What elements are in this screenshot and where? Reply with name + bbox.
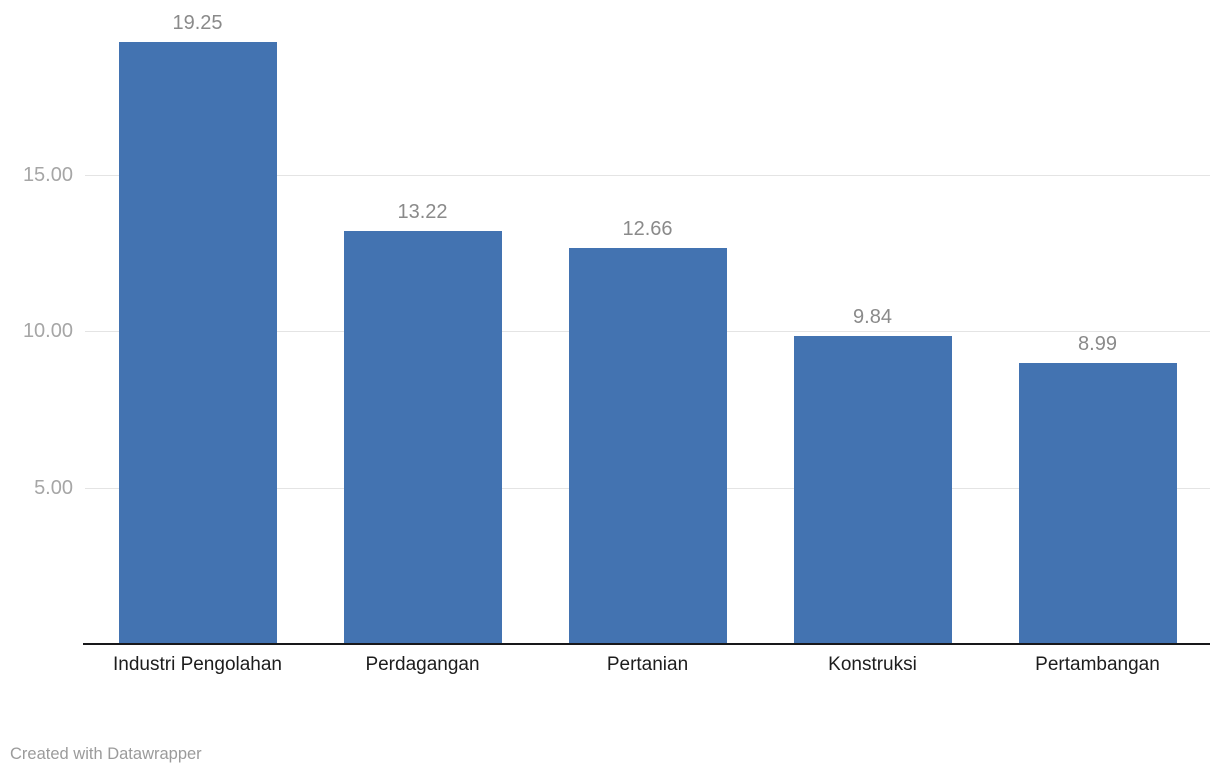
bar-pertanian — [568, 248, 727, 644]
bar-value-label-pertanian: 12.66 — [622, 218, 673, 241]
x-axis-category-label-konstruksi: Konstruksi — [828, 654, 917, 675]
x-axis-category-label-industri-pengolahan: Industri Pengolahan — [112, 654, 282, 675]
y-axis-tick-label: 5.00 — [34, 476, 73, 499]
bar-value-label-pertambangan: 8.99 — [1078, 332, 1117, 355]
y-axis-tick-label: 10.00 — [22, 320, 73, 343]
x-axis-category-label-perdagangan: Perdagangan — [365, 654, 480, 675]
gridline-15.00 — [85, 174, 1210, 176]
x-axis-category-label-pertambangan: Pertambangan — [1035, 654, 1160, 675]
y-axis-tick-label: 15.00 — [22, 163, 73, 186]
bar-industri-pengolahan — [118, 42, 277, 644]
bar-value-label-konstruksi: 9.84 — [853, 306, 892, 329]
bar-value-label-perdagangan: 13.22 — [397, 200, 448, 223]
bar-perdagangan — [343, 230, 502, 644]
bar-konstruksi — [793, 336, 952, 644]
x-axis-line — [83, 643, 1210, 645]
x-axis-category-label-pertanian: Pertanian — [606, 654, 689, 675]
datawrapper-credit: Created with Datawrapper — [10, 745, 202, 763]
bar-value-label-industri-pengolahan: 19.25 — [172, 12, 223, 35]
bar-pertambangan — [1018, 362, 1177, 644]
